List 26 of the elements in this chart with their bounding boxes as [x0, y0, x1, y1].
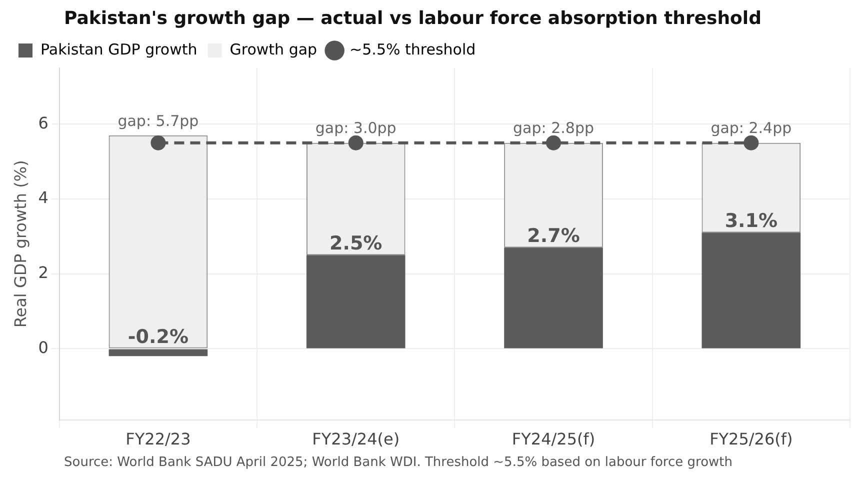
y-tick-label: 0: [38, 338, 48, 357]
data-label: gap: 2.4pp: [710, 119, 792, 138]
data-label: -0.2%: [128, 326, 189, 348]
data-label: 2.7%: [527, 225, 580, 248]
legend-label: ~5.5% threshold: [350, 40, 476, 58]
data-label: 2.5%: [330, 232, 382, 255]
x-tick-label: FY22/23: [126, 430, 191, 449]
data-label: 3.1%: [724, 210, 778, 232]
y-tick-label: 4: [38, 188, 48, 208]
data-label: gap: 2.8pp: [513, 119, 594, 138]
legend-label: Pakistan GDP growth: [40, 40, 198, 58]
legend-label: Growth gap: [230, 40, 318, 58]
bar: [108, 349, 208, 356]
source-note: Source: World Bank SADU April 2025; World Bank WDI. Threshold ~5.5% based on labour force growth: [64, 455, 734, 470]
bar: [504, 248, 603, 348]
y-axis-title: Real GDP growth (%): [10, 160, 30, 328]
x-tick-label: FY24/25(f): [512, 430, 596, 449]
bar: [702, 232, 801, 348]
bar: [306, 255, 406, 348]
y-tick-label: 2: [38, 262, 48, 282]
data-label: gap: 3.0pp: [315, 119, 396, 138]
x-tick-label: FY23/24(e): [312, 430, 400, 449]
data-label: gap: 5.7pp: [118, 112, 199, 130]
chart-title: Pakistan's growth gap — actual vs labour force absorption threshold: [64, 8, 762, 29]
y-tick-label: 6: [38, 113, 48, 132]
x-tick-label: FY25/26(f): [710, 430, 793, 449]
